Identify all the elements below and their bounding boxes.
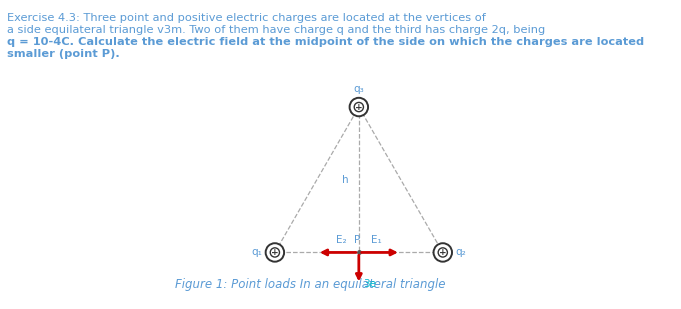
Circle shape (434, 243, 452, 262)
Circle shape (266, 243, 284, 262)
Text: Exercise 4.3: Three point and positive electric charges are located at the verti: Exercise 4.3: Three point and positive e… (7, 13, 486, 23)
Text: P: P (354, 235, 360, 245)
Text: q₁: q₁ (251, 248, 262, 257)
Text: h: h (342, 175, 349, 185)
Text: +: + (439, 248, 447, 257)
Text: +: + (355, 103, 363, 112)
Text: smaller (point P).: smaller (point P). (7, 49, 120, 59)
Circle shape (354, 102, 364, 112)
Circle shape (438, 248, 447, 257)
Text: 3e: 3e (363, 278, 376, 289)
Text: q = 10-4C. Calculate the electric field at the midpoint of the side on which the: q = 10-4C. Calculate the electric field … (7, 37, 644, 47)
Circle shape (349, 98, 368, 116)
Text: Figure 1: Point loads In an equilateral triangle: Figure 1: Point loads In an equilateral … (175, 278, 445, 291)
Text: E₁: E₁ (370, 235, 381, 245)
Text: a side equilateral triangle v3m. Two of them have charge q and the third has cha: a side equilateral triangle v3m. Two of … (7, 25, 545, 35)
Text: E₂: E₂ (336, 235, 347, 245)
Text: +: + (271, 248, 279, 257)
Circle shape (270, 248, 279, 257)
Text: q₂: q₂ (456, 248, 466, 257)
Text: q₃: q₃ (353, 84, 364, 95)
